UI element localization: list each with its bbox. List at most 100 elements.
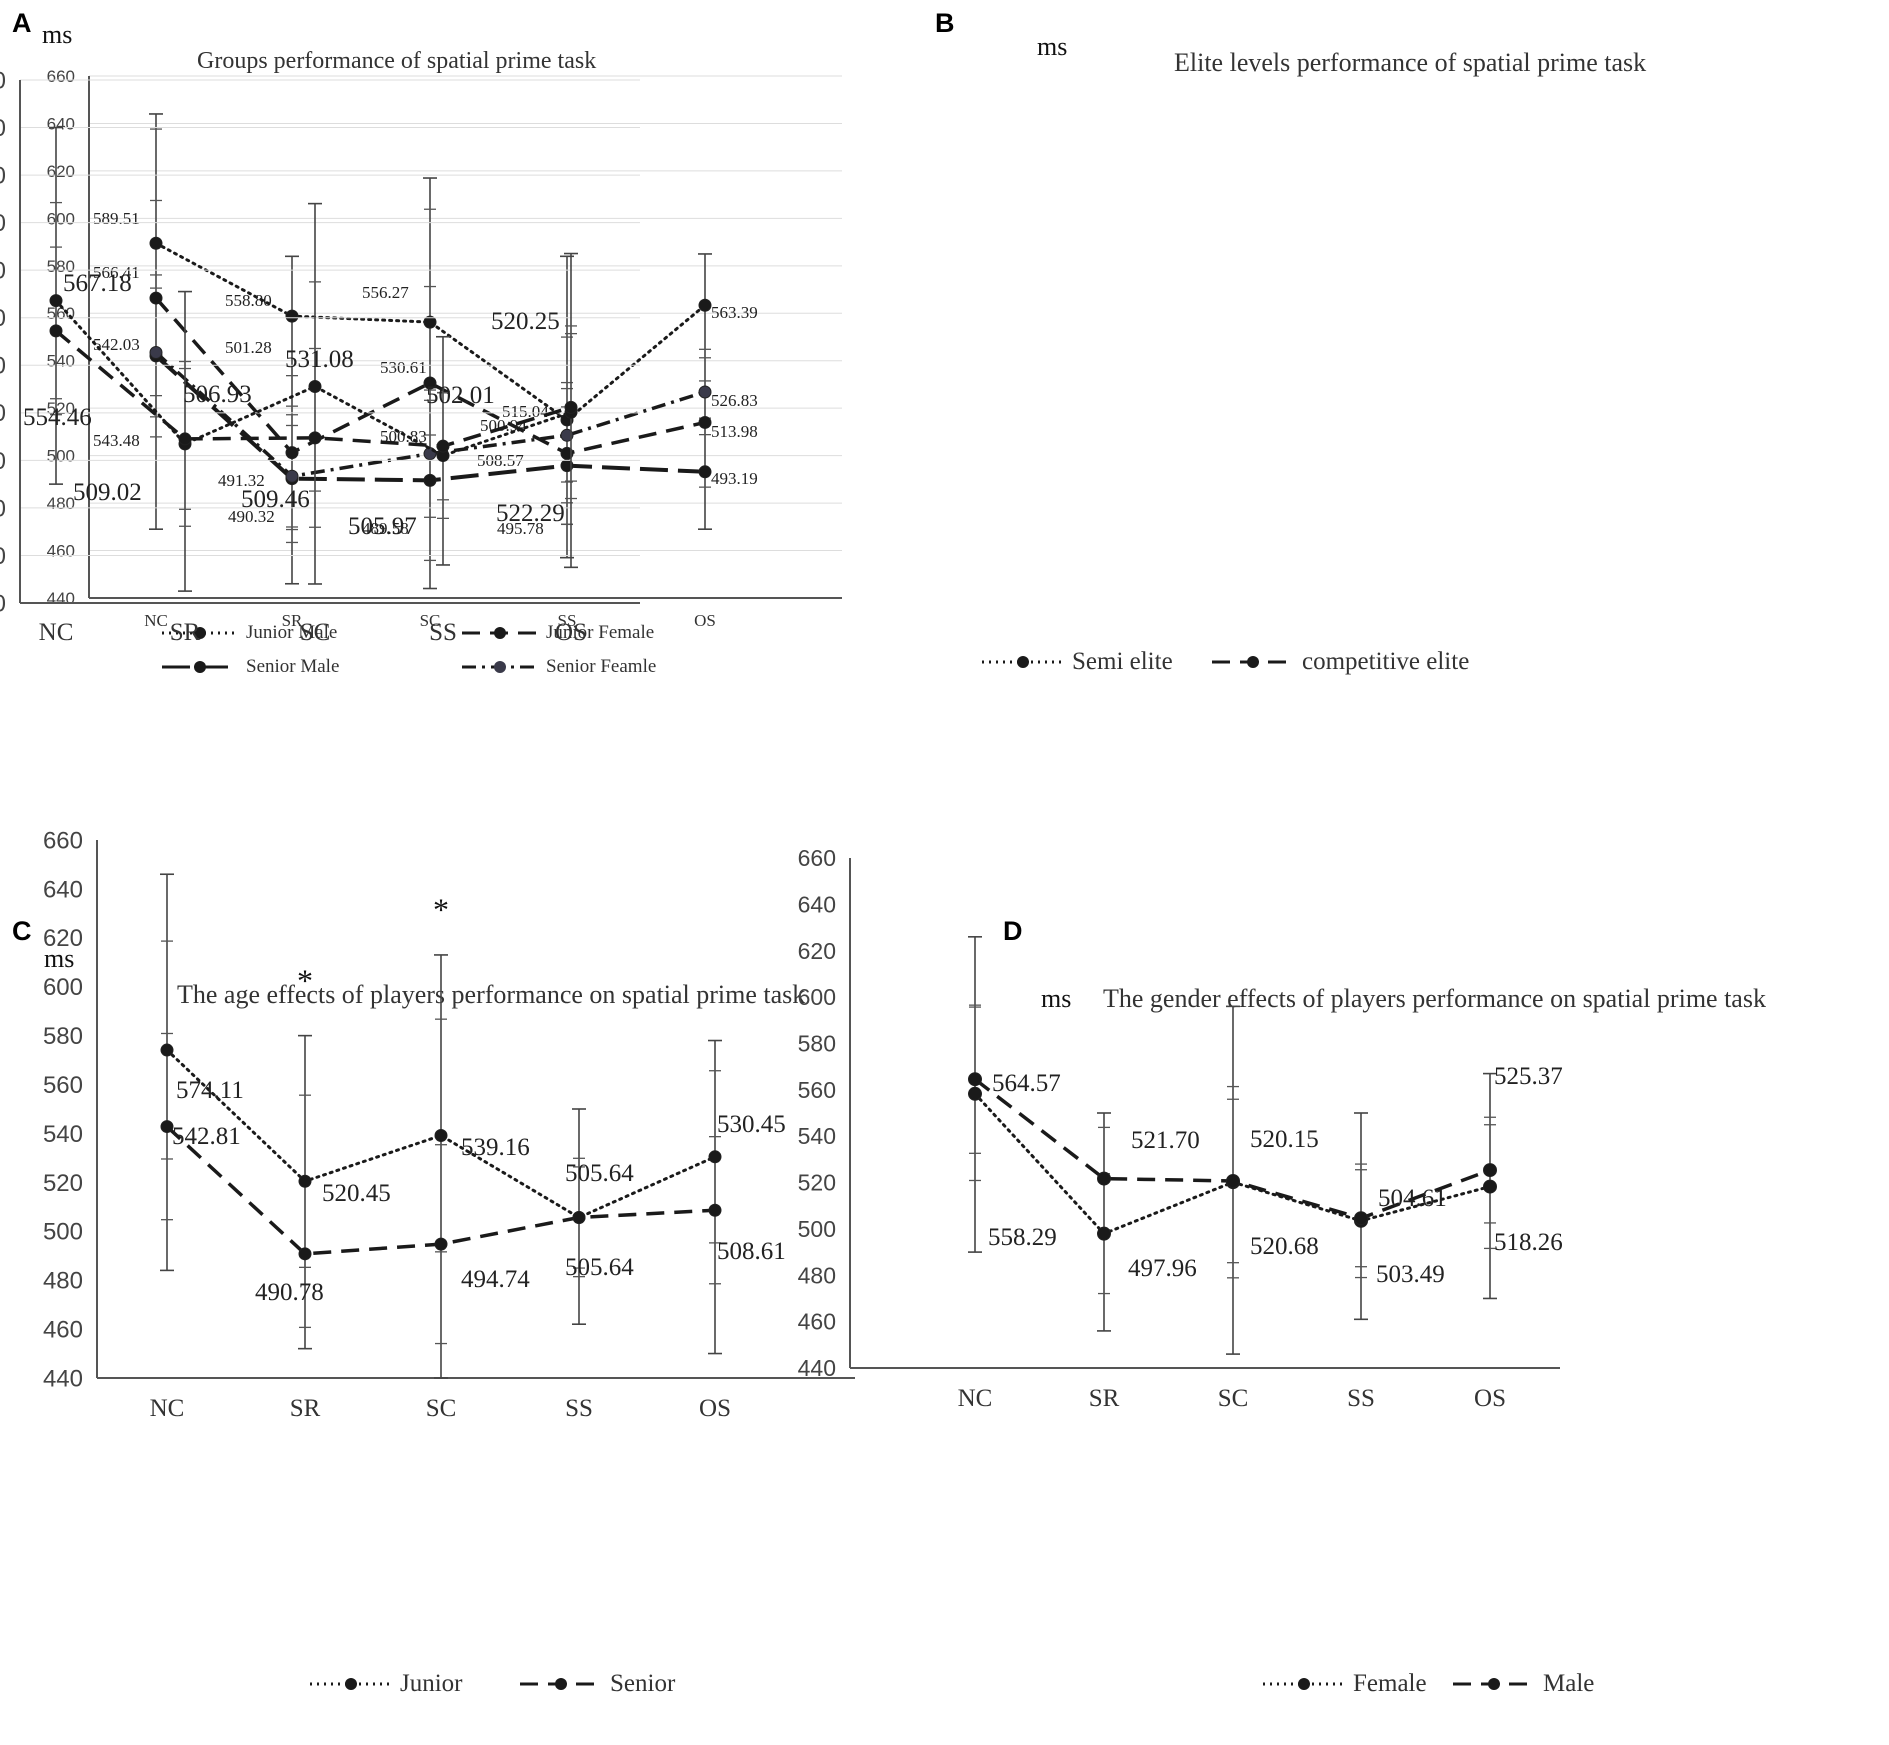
error-bar bbox=[1097, 1112, 1111, 1332]
legend-label: Female bbox=[1353, 1670, 1427, 1697]
legend-label: Senior Male bbox=[246, 656, 340, 677]
y-axis-unit: ms bbox=[44, 944, 75, 973]
data-point bbox=[308, 379, 322, 393]
data-point bbox=[698, 385, 712, 399]
data-label: 493.19 bbox=[711, 469, 758, 488]
data-label: 509.46 bbox=[241, 486, 310, 513]
y-tick-label: 520 bbox=[798, 1170, 836, 1196]
x-tick-label: OS bbox=[555, 619, 587, 646]
chart-panel-c: C ms The age effects of players performa… bbox=[0, 827, 945, 1745]
legend-swatch bbox=[520, 1678, 602, 1690]
chart-title: The age effects of players performance o… bbox=[177, 980, 806, 1009]
data-point bbox=[564, 400, 578, 414]
y-tick-label: 460 bbox=[43, 1316, 83, 1343]
y-tick-label: 580 bbox=[798, 1031, 836, 1057]
panel-label: B bbox=[935, 8, 955, 38]
legend-item: Junior Female bbox=[460, 622, 760, 644]
x-tick-label: NC bbox=[39, 619, 74, 646]
data-label: 495.78 bbox=[497, 519, 544, 538]
error-bar bbox=[285, 255, 299, 585]
y-tick-label: 460 bbox=[798, 1309, 836, 1335]
panel-label: D bbox=[1003, 916, 1023, 946]
data-label: 566.41 bbox=[93, 263, 140, 282]
y-tick-label: 580 bbox=[47, 257, 75, 276]
significance-mark: * bbox=[297, 962, 313, 998]
data-label: 505.97 bbox=[348, 513, 417, 540]
data-label: 500.94 bbox=[480, 416, 527, 435]
data-label: 543.48 bbox=[93, 431, 140, 450]
x-tick-label: NC bbox=[144, 611, 168, 630]
data-point bbox=[698, 415, 712, 429]
x-tick-label: SS bbox=[558, 611, 577, 630]
y-tick-label: 480 bbox=[798, 1262, 836, 1288]
y-tick-label: 520 bbox=[0, 400, 6, 427]
data-label: 554.46 bbox=[23, 404, 92, 431]
legend: Semi elite competitive elite bbox=[980, 648, 1510, 676]
data-label: 520.45 bbox=[322, 1180, 391, 1207]
data-point bbox=[434, 1129, 448, 1143]
data-point bbox=[308, 431, 322, 445]
data-point bbox=[560, 459, 574, 473]
y-tick-label: 520 bbox=[47, 399, 75, 418]
data-point bbox=[285, 309, 299, 323]
legend-label: Junior Male bbox=[246, 622, 338, 643]
data-label: 515.04 bbox=[502, 402, 549, 421]
data-label: 506.93 bbox=[183, 381, 252, 408]
y-tick-label: 660 bbox=[47, 67, 75, 86]
x-tick-label: SR bbox=[1089, 1385, 1120, 1412]
series-line bbox=[154, 241, 707, 422]
y-tick-label: 560 bbox=[43, 1072, 83, 1099]
y-tick-label: 440 bbox=[798, 1355, 836, 1381]
y-tick-label: 600 bbox=[0, 210, 6, 237]
data-label: 503.49 bbox=[1376, 1261, 1445, 1288]
data-label: 531.08 bbox=[285, 346, 354, 373]
data-label: 491.32 bbox=[218, 471, 265, 490]
chart-title: The gender effects of players performanc… bbox=[1103, 984, 1766, 1013]
legend-marker bbox=[494, 661, 506, 673]
data-label: 494.74 bbox=[461, 1266, 530, 1293]
data-point bbox=[298, 1174, 312, 1188]
data-label: 490.32 bbox=[228, 507, 275, 526]
panel-label: C bbox=[12, 916, 32, 946]
panel-label: A bbox=[12, 8, 32, 38]
legend-swatch bbox=[462, 627, 538, 639]
series-line bbox=[154, 296, 706, 456]
y-tick-label: 500 bbox=[0, 448, 6, 475]
legend-label: competitive elite bbox=[1302, 648, 1470, 675]
significance-mark: * bbox=[433, 891, 449, 927]
legend-marker bbox=[345, 1678, 357, 1690]
y-axis-unit: ms bbox=[42, 20, 73, 49]
y-tick-label: 620 bbox=[47, 162, 75, 181]
y-tick-label: 480 bbox=[43, 1268, 83, 1295]
legend-swatch bbox=[1263, 1678, 1345, 1690]
y-tick-label: 540 bbox=[43, 1121, 83, 1148]
legend: Junior Male Junior Female Senior Male Se… bbox=[160, 622, 760, 678]
legend-label: Junior Female bbox=[546, 622, 655, 643]
legend-item: Male bbox=[1451, 1670, 1621, 1698]
legend-swatch bbox=[1212, 656, 1294, 668]
data-point bbox=[160, 1120, 174, 1134]
y-tick-label: 640 bbox=[0, 115, 6, 142]
y-tick-label: 520 bbox=[43, 1170, 83, 1197]
y-tick-label: 580 bbox=[0, 258, 6, 285]
y-tick-label: 500 bbox=[798, 1216, 836, 1242]
x-tick-label: SC bbox=[426, 1395, 457, 1422]
y-tick-label: 560 bbox=[47, 304, 75, 323]
plot-area: 440 460 480 500 520 540 560 580 600 620 640 660 NC SR… bbox=[798, 845, 1563, 1412]
data-label: 589.51 bbox=[93, 209, 140, 228]
series-line bbox=[54, 329, 572, 448]
data-label: 520.25 bbox=[491, 308, 560, 335]
y-tick-label: 440 bbox=[47, 589, 75, 608]
legend-item: Junior bbox=[308, 1670, 518, 1698]
y-tick-label: 540 bbox=[798, 1123, 836, 1149]
chart-title: Groups performance of spatial prime task bbox=[197, 48, 597, 74]
x-tick-label: OS bbox=[1474, 1385, 1506, 1412]
data-point bbox=[572, 1210, 586, 1224]
legend-swatch bbox=[462, 661, 538, 673]
legend-item: Senior Male bbox=[160, 656, 460, 678]
data-label: 520.68 bbox=[1250, 1233, 1319, 1260]
y-tick-label: 620 bbox=[0, 162, 6, 189]
plot-area: 440 460 480 500 520 540 560 580 600 620 640 660 NC SR… bbox=[43, 827, 855, 1422]
plot-area: 440 460 480 500 520 540 560 580 600 620 640 660 NC SR… bbox=[47, 67, 842, 630]
data-point bbox=[149, 291, 163, 305]
